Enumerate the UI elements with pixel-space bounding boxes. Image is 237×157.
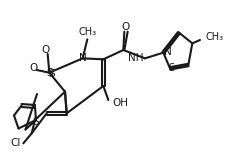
Text: N: N [79,53,87,63]
Text: S: S [169,63,175,73]
Text: S: S [46,68,53,78]
Text: N: N [164,47,172,57]
Text: CH₃: CH₃ [78,27,96,37]
Text: S: S [32,117,39,127]
Text: S: S [48,69,55,79]
Text: OH: OH [113,98,129,108]
Text: O: O [42,45,50,55]
Text: NH: NH [128,53,144,63]
Text: O: O [122,22,130,32]
Text: Cl: Cl [10,138,20,148]
Text: CH₃: CH₃ [205,32,223,42]
Text: O: O [29,63,37,73]
